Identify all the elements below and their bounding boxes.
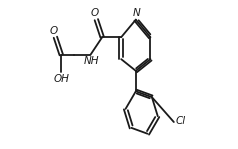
Text: N: N	[133, 8, 140, 18]
Text: OH: OH	[54, 74, 70, 84]
Text: O: O	[91, 8, 99, 18]
Text: Cl: Cl	[175, 116, 185, 126]
Text: NH: NH	[84, 56, 99, 66]
Text: O: O	[50, 26, 58, 36]
